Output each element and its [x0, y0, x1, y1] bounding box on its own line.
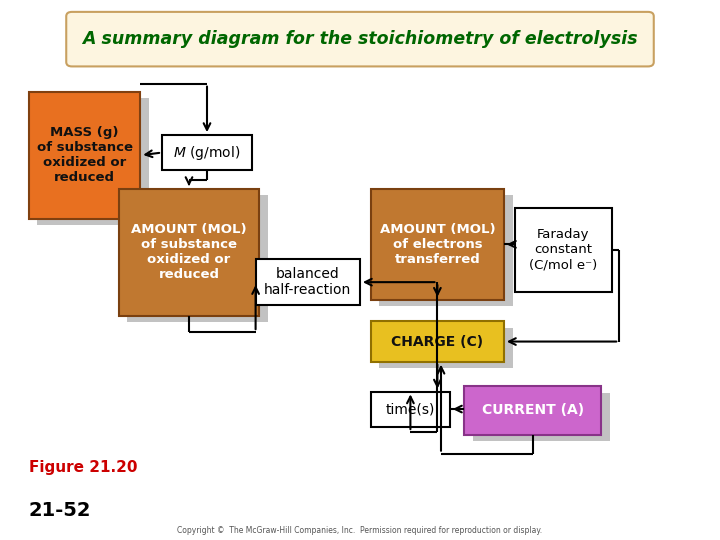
Text: Figure 21.20: Figure 21.20 — [29, 460, 138, 475]
FancyBboxPatch shape — [371, 392, 450, 427]
FancyBboxPatch shape — [473, 393, 610, 441]
Text: A summary diagram for the stoichiometry of electrolysis: A summary diagram for the stoichiometry … — [82, 30, 638, 48]
Text: MASS (g)
of substance
oxidized or
reduced: MASS (g) of substance oxidized or reduce… — [37, 126, 132, 184]
Text: AMOUNT (MOL)
of electrons
transferred: AMOUNT (MOL) of electrons transferred — [379, 223, 495, 266]
Text: Copyright ©  The McGraw-Hill Companies, Inc.  Permission required for reproducti: Copyright © The McGraw-Hill Companies, I… — [177, 526, 543, 535]
FancyBboxPatch shape — [464, 386, 601, 435]
Text: CURRENT (A): CURRENT (A) — [482, 403, 584, 417]
Text: CHARGE (C): CHARGE (C) — [392, 335, 483, 348]
FancyBboxPatch shape — [119, 189, 259, 316]
FancyBboxPatch shape — [371, 321, 504, 362]
FancyBboxPatch shape — [371, 189, 504, 300]
FancyBboxPatch shape — [379, 328, 513, 368]
FancyBboxPatch shape — [66, 12, 654, 66]
FancyBboxPatch shape — [127, 195, 268, 322]
FancyBboxPatch shape — [29, 92, 140, 219]
FancyBboxPatch shape — [515, 208, 612, 292]
Text: $\mathit{M}$ (g/mol): $\mathit{M}$ (g/mol) — [174, 144, 240, 161]
FancyBboxPatch shape — [256, 259, 360, 305]
Text: AMOUNT (MOL)
of substance
oxidized or
reduced: AMOUNT (MOL) of substance oxidized or re… — [131, 224, 247, 281]
Text: 21-52: 21-52 — [29, 501, 91, 520]
Text: balanced
half-reaction: balanced half-reaction — [264, 267, 351, 297]
FancyBboxPatch shape — [162, 135, 252, 170]
Text: time(s): time(s) — [386, 402, 435, 416]
FancyBboxPatch shape — [37, 98, 149, 225]
Text: Faraday
constant
(C/mol e⁻): Faraday constant (C/mol e⁻) — [529, 228, 598, 271]
FancyBboxPatch shape — [379, 195, 513, 306]
